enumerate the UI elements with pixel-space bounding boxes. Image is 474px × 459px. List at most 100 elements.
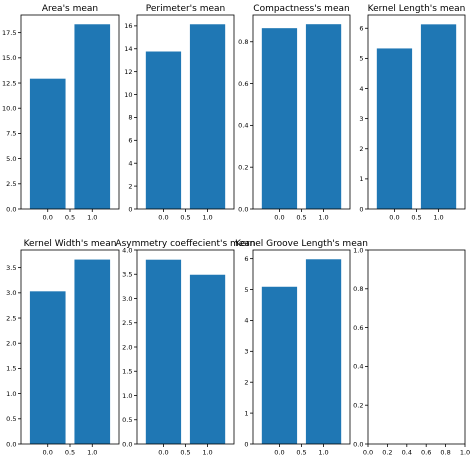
x-tick-label: 0.5 [180, 449, 190, 457]
y-tick-label: 4 [244, 317, 248, 325]
bar-2-2 [189, 24, 226, 209]
y-tick-label: 6 [359, 25, 363, 33]
chart-panel-5: 0.0 0.5 1.0 1.5 2.0 2.5 3.0 3.5 0.0 0.5 1.0 Kernel … [6, 239, 120, 457]
chart-title: Kernel Length's mean [368, 4, 466, 14]
bar-2-1 [145, 51, 182, 210]
y-tick-label: 0.0 [238, 205, 248, 213]
chart-title: Asymmetry coeffecient's mean [115, 239, 255, 249]
bar-4-2 [420, 24, 457, 210]
y-tick-label: 0.0 [6, 205, 16, 213]
bar-6-2 [189, 274, 226, 444]
axes-frame [367, 249, 466, 445]
x-tick-label: 0.5 [65, 214, 75, 222]
y-tick-label: 10.0 [2, 105, 16, 113]
bar-7-1 [261, 286, 298, 444]
y-tick-label: 0.0 [353, 440, 363, 448]
x-tick-label: 1.0 [318, 449, 328, 457]
x-tick-label: 0.6 [421, 449, 431, 457]
x-tick-label: 0.0 [363, 449, 373, 457]
x-tick-label: 1.0 [87, 449, 97, 457]
chart-panel-1: 0.0 2.5 5.0 7.5 10.0 12.5 15.0 17.5 0.0 0.5 1.0 Are… [2, 4, 120, 222]
y-tick-label: 1.0 [6, 390, 16, 398]
x-tick-label: 1.0 [460, 449, 470, 457]
y-tick-label: 3 [244, 348, 248, 356]
y-tick-label: 0.6 [238, 80, 248, 88]
bar-1-2 [74, 24, 111, 209]
bar-3-1 [261, 28, 298, 210]
y-tick-label: 3.0 [122, 295, 132, 303]
y-tick-label: 3.0 [6, 289, 16, 297]
bar-1-1 [29, 78, 66, 209]
y-tick-label: 0.4 [238, 122, 248, 130]
x-tick-label: 1.0 [433, 214, 443, 222]
x-tick-label: 0.5 [65, 449, 75, 457]
chart-panel-8: 0.0 0.2 0.4 0.6 0.8 1.0 0.0 0.2 0.4 0.6 0.8 1.0 [353, 246, 470, 456]
chart-panel-4: 0 1 2 3 4 5 6 0.0 0.5 1.0 Kernel Length's mean [359, 4, 466, 222]
y-tick-label: 0.0 [6, 440, 16, 448]
y-tick-label: 0.0 [122, 440, 132, 448]
y-tick-label: 2.0 [122, 343, 132, 351]
bar-3-2 [305, 24, 342, 210]
bar-5-2 [74, 259, 111, 444]
y-tick-label: 0.5 [122, 416, 132, 424]
x-tick-label: 0.0 [389, 214, 399, 222]
y-tick-label: 0 [128, 205, 132, 213]
y-tick-label: 12.5 [2, 79, 16, 87]
y-tick-label: 10 [124, 91, 132, 99]
x-tick-label: 0.5 [180, 214, 190, 222]
x-tick-label: 0.0 [43, 449, 53, 457]
chart-panel-3: 0.0 0.2 0.4 0.6 0.8 0.0 0.5 1.0 Compactness's me… [238, 4, 351, 222]
y-tick-label: 2 [244, 379, 248, 387]
y-tick-label: 6 [244, 255, 248, 263]
x-tick-label: 1.0 [318, 214, 328, 222]
y-tick-label: 12 [124, 68, 132, 76]
y-tick-label: 5.0 [6, 155, 16, 163]
y-tick-label: 5 [244, 286, 248, 294]
x-tick-label: 1.0 [202, 449, 212, 457]
y-tick-label: 0.8 [353, 285, 363, 293]
y-tick-label: 14 [124, 45, 132, 53]
y-tick-label: 0.8 [238, 38, 248, 46]
y-tick-label: 2.5 [122, 319, 132, 327]
y-tick-label: 3 [359, 115, 363, 123]
y-tick-label: 16 [124, 22, 132, 30]
y-tick-label: 0 [359, 205, 363, 213]
x-tick-label: 0.5 [296, 449, 306, 457]
y-tick-label: 1.5 [6, 365, 16, 373]
x-tick-label: 1.0 [202, 214, 212, 222]
y-tick-label: 17.5 [2, 29, 16, 37]
y-tick-label: 1.5 [122, 368, 132, 376]
y-tick-label: 1.0 [122, 392, 132, 400]
x-tick-label: 0.0 [274, 214, 284, 222]
y-tick-label: 2 [128, 182, 132, 190]
chart-panel-6: 0.0 0.5 1.0 1.5 2.0 2.5 3.0 3.5 4.0 0.0 0.5 1.0 Asym… [115, 239, 255, 457]
y-tick-label: 15.0 [2, 54, 16, 62]
y-tick-label: 1 [244, 409, 248, 417]
x-tick-label: 0.4 [402, 449, 412, 457]
y-tick-label: 5 [359, 55, 363, 63]
x-tick-label: 0.8 [440, 449, 450, 457]
chart-title: Compactness's mean [253, 4, 349, 14]
x-tick-label: 0.0 [158, 214, 168, 222]
x-tick-label: 0.0 [274, 449, 284, 457]
x-tick-label: 0.5 [411, 214, 421, 222]
chart-title: Area's mean [42, 4, 98, 14]
y-tick-label: 2.5 [6, 180, 16, 188]
bar-5-1 [29, 291, 66, 444]
y-tick-label: 0.2 [353, 402, 363, 410]
y-tick-label: 4 [359, 85, 363, 93]
y-tick-label: 1.0 [353, 246, 363, 254]
bar-7-2 [305, 259, 342, 444]
x-tick-label: 0.0 [158, 449, 168, 457]
chart-title: Kernel Width's mean [24, 239, 117, 249]
y-tick-label: 1 [359, 175, 363, 183]
y-tick-label: 2.5 [6, 314, 16, 322]
y-tick-label: 0.2 [238, 163, 248, 171]
y-tick-label: 0 [244, 440, 248, 448]
y-tick-label: 3.5 [122, 271, 132, 279]
chart-panel-2: 0 2 4 6 8 10 12 14 16 0.0 0.5 1.0 Perimeter's mean [124, 4, 235, 222]
y-tick-label: 6 [128, 137, 132, 145]
x-tick-label: 0.0 [43, 214, 53, 222]
y-tick-label: 3.5 [6, 264, 16, 272]
bar-4-1 [376, 48, 413, 209]
